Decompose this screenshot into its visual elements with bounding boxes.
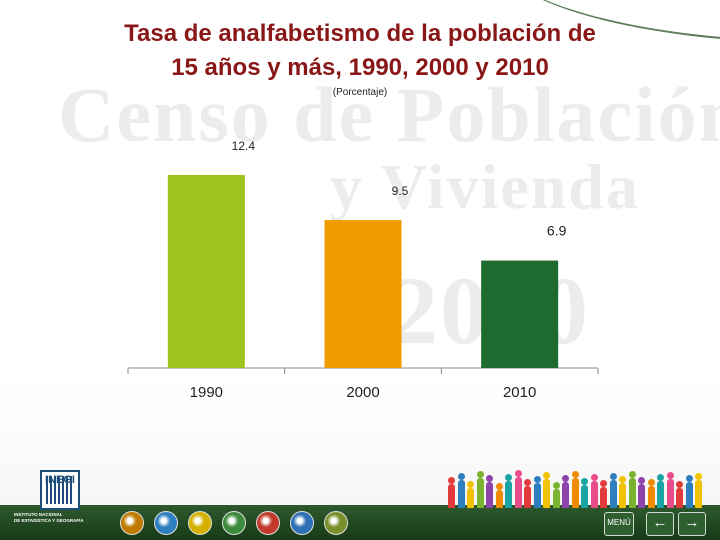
- bar-2000: [324, 220, 402, 368]
- nav-shortcut-icon[interactable]: [222, 511, 246, 535]
- bar-2010: [481, 260, 559, 368]
- right-arrow-icon: →: [684, 514, 700, 531]
- next-button[interactable]: →: [678, 512, 706, 536]
- watermark-housing: y Vivienda: [330, 151, 640, 222]
- people-illustration: [448, 470, 710, 508]
- data-label: 12.4: [232, 139, 256, 153]
- logo-mark-icon: [46, 476, 74, 504]
- left-arrow-icon: ←: [652, 514, 668, 531]
- institute-name: INSTITUTO NACIONAL DE ESTADÍSTICA Y GEOG…: [14, 512, 110, 524]
- nav-shortcut-icon[interactable]: [290, 511, 314, 535]
- inegi-logo: [40, 470, 80, 510]
- person-figure-icon: [524, 479, 531, 508]
- person-figure-icon: [666, 472, 674, 508]
- person-figure-icon: [505, 474, 512, 508]
- x-tick-label: 2010: [503, 384, 536, 401]
- person-figure-icon: [581, 478, 588, 508]
- institute-name-line-2: DE ESTADÍSTICA Y GEOGRAFÍA: [14, 518, 84, 523]
- chart-subtitle: (Porcentaje): [332, 87, 388, 98]
- data-label: 9.5: [392, 184, 409, 198]
- person-figure-icon: [638, 477, 645, 508]
- person-figure-icon: [571, 471, 579, 508]
- person-figure-icon: [590, 474, 598, 508]
- person-figure-icon: [619, 476, 626, 508]
- person-figure-icon: [514, 470, 522, 508]
- person-figure-icon: [628, 471, 636, 508]
- nav-shortcut-icon[interactable]: [324, 511, 348, 535]
- nav-shortcut-icon[interactable]: [256, 511, 280, 535]
- previous-button[interactable]: ←: [646, 512, 674, 536]
- menu-button[interactable]: MENÚ: [604, 512, 634, 536]
- person-figure-icon: [562, 475, 569, 508]
- person-figure-icon: [600, 480, 607, 508]
- person-figure-icon: [695, 473, 702, 508]
- nav-shortcut-icon[interactable]: [120, 511, 144, 535]
- person-figure-icon: [476, 471, 484, 508]
- nav-shortcut-icon[interactable]: [154, 511, 178, 535]
- x-tick-label: 1990: [190, 384, 223, 401]
- person-figure-icon: [609, 473, 617, 508]
- person-figure-icon: [486, 475, 493, 508]
- person-figure-icon: [543, 472, 550, 508]
- chart-title-line-1: Tasa de analfabetismo de la población de: [124, 20, 596, 47]
- person-figure-icon: [552, 482, 560, 508]
- person-figure-icon: [685, 475, 693, 508]
- person-figure-icon: [657, 474, 664, 508]
- person-figure-icon: [676, 481, 683, 508]
- person-figure-icon: [467, 481, 474, 508]
- logo-text: INEGI: [45, 474, 75, 486]
- person-figure-icon: [457, 473, 465, 508]
- person-figure-icon: [647, 479, 655, 508]
- person-figure-icon: [533, 476, 541, 508]
- x-tick-label: 2000: [346, 384, 379, 401]
- watermark-census: Censo de Población: [58, 71, 720, 158]
- person-figure-icon: [448, 477, 455, 508]
- person-figure-icon: [495, 483, 503, 508]
- institute-name-line-1: INSTITUTO NACIONAL: [14, 512, 63, 517]
- chart-title-line-2: 15 años y más, 1990, 2000 y 2010: [171, 54, 549, 81]
- nav-shortcut-icon[interactable]: [188, 511, 212, 535]
- bar-1990: [167, 174, 245, 368]
- data-label: 6.9: [547, 223, 567, 239]
